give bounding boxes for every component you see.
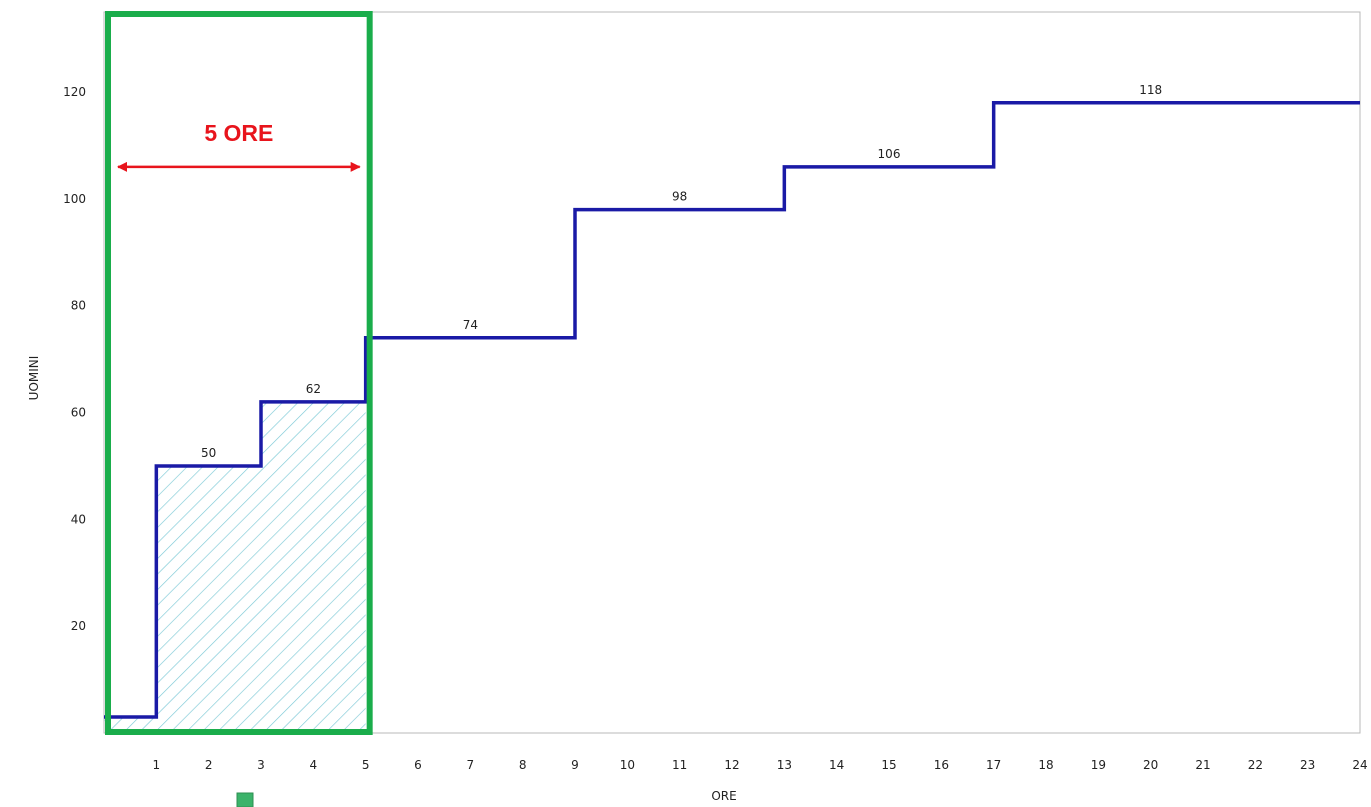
x-tick-label: 19 (1091, 758, 1106, 772)
data-label: 74 (463, 318, 478, 332)
data-label: 118 (1139, 83, 1162, 97)
x-tick-label: 11 (672, 758, 687, 772)
x-tick-label: 9 (571, 758, 579, 772)
x-tick-label: 10 (620, 758, 635, 772)
x-tick-label: 22 (1248, 758, 1263, 772)
y-tick-label: 80 (71, 299, 86, 313)
x-tick-label: 8 (519, 758, 527, 772)
x-tick-label: 12 (724, 758, 739, 772)
x-tick-label: 5 (362, 758, 370, 772)
plot-frame (103, 11, 1361, 734)
x-tick-label: 16 (934, 758, 949, 772)
x-tick-label: 4 (310, 758, 318, 772)
data-label: 106 (878, 147, 901, 161)
y-axis-title: UOMINI (27, 356, 41, 401)
x-tick-label: 24 (1352, 758, 1367, 772)
y-tick-label: 20 (71, 619, 86, 633)
x-tick-label: 13 (777, 758, 792, 772)
x-tick-label: 3 (257, 758, 265, 772)
y-tick-label: 60 (71, 406, 86, 420)
x-tick-label: 18 (1038, 758, 1053, 772)
x-tick-label: 6 (414, 758, 422, 772)
series-step-line (104, 101, 1360, 719)
x-tick-label: 2 (205, 758, 213, 772)
data-label: 98 (672, 190, 687, 204)
data-label: 62 (306, 382, 321, 396)
y-tick-label: 100 (63, 192, 86, 206)
legend-swatch (236, 792, 254, 807)
y-tick-label: 40 (71, 512, 86, 526)
x-tick-label: 7 (467, 758, 475, 772)
x-tick-label: 23 (1300, 758, 1315, 772)
highlight-box (105, 11, 373, 735)
x-tick-label: 17 (986, 758, 1001, 772)
data-label: 50 (201, 446, 216, 460)
hatched-area (104, 401, 366, 733)
y-tick-label: 120 (63, 85, 86, 99)
span-label: 5 ORE (204, 120, 273, 146)
x-tick-label: 20 (1143, 758, 1158, 772)
x-axis-title: ORE (711, 789, 736, 803)
x-tick-label: 1 (153, 758, 161, 772)
x-tick-label: 21 (1195, 758, 1210, 772)
x-tick-label: 15 (881, 758, 896, 772)
x-tick-label: 14 (829, 758, 844, 772)
